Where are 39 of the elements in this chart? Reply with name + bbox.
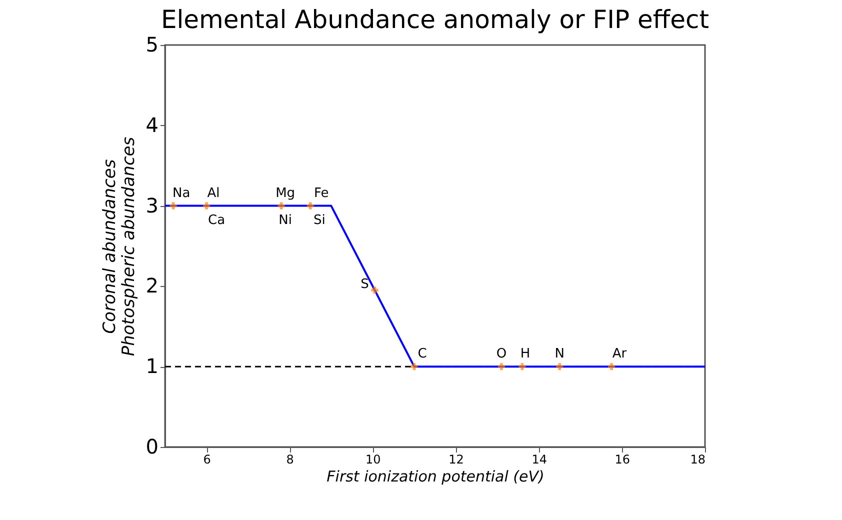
annotation: Si (313, 212, 326, 228)
point (556, 363, 564, 370)
point (371, 286, 378, 294)
point (498, 363, 505, 370)
point (306, 202, 314, 210)
y-tick-label: 2 (146, 274, 158, 298)
annotation: S (360, 277, 369, 292)
x-axis-title: First ionization potential (eV) (326, 468, 544, 486)
annotation: H (520, 346, 530, 362)
y-axis-title: Coronal abundances Photospheric abundances (100, 136, 139, 356)
annotation: O (496, 346, 507, 362)
x-tick-label: 16 (614, 452, 630, 466)
x-tick-label: 10 (366, 452, 381, 466)
annotation: Fe (314, 186, 329, 201)
y-tick-label: 3 (146, 193, 158, 218)
point (278, 202, 285, 210)
point (410, 363, 418, 370)
annotation: Ni (278, 212, 292, 228)
point (608, 363, 616, 370)
x-tick-label: 8 (286, 452, 294, 466)
y-tick-label: 1 (146, 354, 158, 378)
x-tick-label: 18 (690, 452, 706, 466)
annotation: Ca (208, 212, 226, 228)
point (170, 202, 177, 210)
y-tick-label: 5 (146, 32, 158, 56)
x-tick-label: 6 (203, 452, 211, 466)
y-tick-label: 0 (146, 434, 158, 458)
annotation: Mg (276, 186, 296, 201)
annotation: Ar (612, 346, 628, 362)
annotation: Na (172, 186, 190, 201)
y-tick-label: 4 (146, 112, 158, 137)
chart-title: Elemental Abundance anomaly or FIP effect (160, 5, 710, 34)
annotation: C (418, 346, 427, 362)
point (203, 202, 210, 210)
point (518, 363, 526, 370)
x-tick-label: 14 (532, 452, 547, 466)
x-tick-label: 12 (448, 452, 464, 466)
annotation: Al (207, 186, 220, 201)
annotation: N (554, 346, 564, 362)
